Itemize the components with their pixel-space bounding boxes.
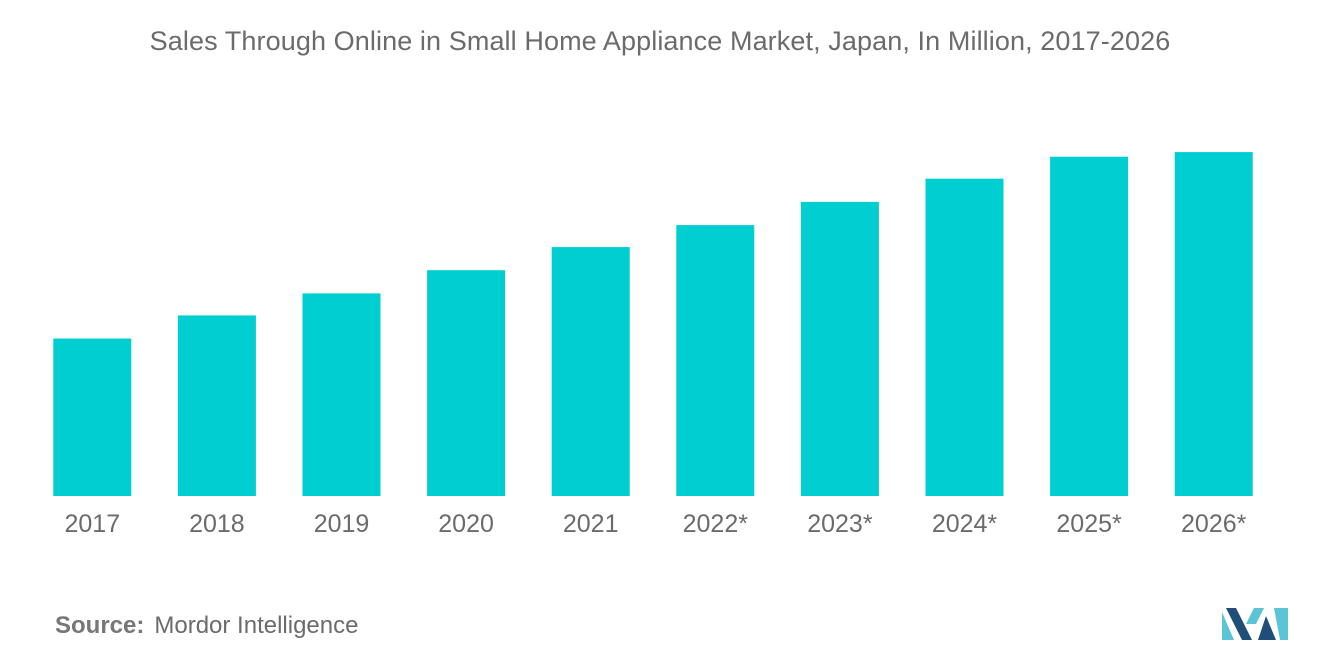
bar-2020 <box>427 270 506 496</box>
bar-2018 <box>177 315 256 496</box>
x-tick-label: 2024* <box>932 510 998 538</box>
x-tick-label: 2026* <box>1181 510 1247 538</box>
source-value: Mordor Intelligence <box>154 612 359 639</box>
logo-shape-mid-right <box>1246 608 1264 624</box>
bar-2025-forecast <box>1050 156 1129 496</box>
bar-2026-forecast <box>1174 152 1253 496</box>
x-tick-label: 2018 <box>189 510 245 538</box>
logo-shape-left <box>1222 612 1234 640</box>
logo-shape-far-right <box>1274 608 1288 640</box>
logo-shape-right <box>1258 616 1276 640</box>
bar-2023-forecast <box>800 201 879 496</box>
bar-2024-forecast <box>925 178 1004 496</box>
x-tick-label: 2025* <box>1056 510 1122 538</box>
x-tick-label: 2017 <box>64 510 120 538</box>
bar-2022-forecast <box>676 225 755 496</box>
mordor-intelligence-logo-icon <box>1222 608 1288 640</box>
bar-2017 <box>53 338 132 496</box>
source-label: Source: <box>55 612 145 639</box>
bar-2019 <box>302 293 381 496</box>
x-tick-label: 2021 <box>563 510 619 538</box>
x-tick-label: 2019 <box>314 510 370 538</box>
x-tick-label: 2023* <box>807 510 873 538</box>
bar-2021 <box>551 247 630 496</box>
logo-shape-mid-left <box>1226 608 1252 640</box>
chart-title: Sales Through Online in Small Home Appli… <box>149 26 1171 56</box>
source-note: Source: Mordor Intelligence <box>55 612 358 640</box>
x-tick-label: 2020 <box>438 510 494 538</box>
x-tick-label: 2022* <box>683 510 749 538</box>
